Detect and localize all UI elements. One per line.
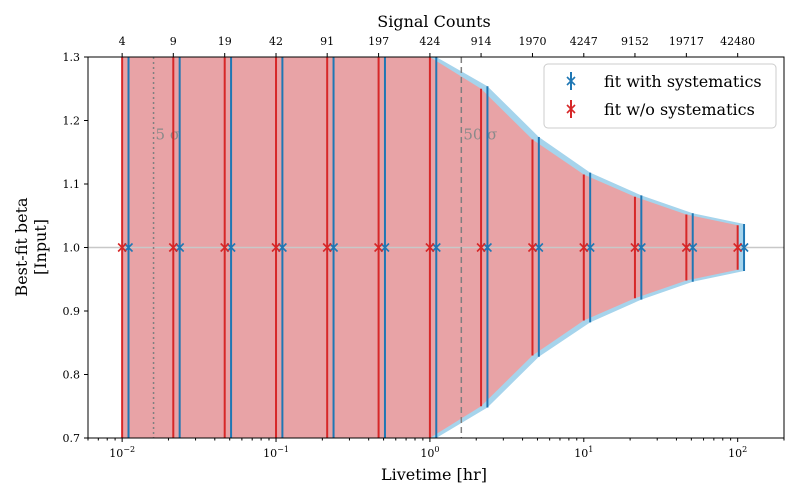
marker-s1-1 <box>168 242 178 253</box>
top-tick-label: 42480 <box>720 35 755 48</box>
marker-stroke <box>630 242 640 253</box>
marker-s1-6 <box>425 242 435 253</box>
marker-stroke <box>374 242 384 253</box>
marker-stroke <box>322 242 332 253</box>
marker-stroke <box>527 242 538 253</box>
x-tick-label: 10−2 <box>109 445 135 460</box>
top-tick-label: 9152 <box>621 35 649 48</box>
legend-frame <box>543 63 777 129</box>
marker-s1-2 <box>220 242 230 253</box>
legend-label: fit w/o systematics <box>604 100 755 119</box>
marker-s1-8 <box>527 242 538 253</box>
top-tick-label: 424 <box>419 35 440 48</box>
y-tick-label: 1.1 <box>63 178 81 191</box>
top-axis-ticks: 4 9 19 42 91 197 424 914 1970 4247 9152 19717 42480 <box>119 35 755 57</box>
chart-title: Signal Counts <box>377 12 491 31</box>
top-tick-label: 19717 <box>669 35 704 48</box>
marker-s1-7 <box>476 242 486 253</box>
top-tick-label: 914 <box>471 35 492 48</box>
top-tick-label: 4 <box>119 35 126 48</box>
marker-s1-0 <box>117 242 127 253</box>
marker-stroke <box>476 242 486 253</box>
y-axis-ticks: 0.7 0.8 0.9 1.0 1.1 1.2 1.3 <box>63 51 88 445</box>
y-tick-label: 0.7 <box>63 432 81 445</box>
x-tick-label: 102 <box>728 445 747 460</box>
marker-s1-11 <box>681 242 691 253</box>
y-axis-title: Best-fit beta <box>12 197 31 297</box>
y-tick-label: 1.3 <box>63 51 81 64</box>
marker-s1-3 <box>271 242 281 253</box>
legend-swatch-marker <box>566 104 576 114</box>
x-tick-label: 100 <box>420 445 439 460</box>
x-tick-label: 10−1 <box>263 445 289 460</box>
x-axis-ticks: 10−2 10−1 100 101 102 <box>87 438 785 460</box>
marker-s1-12 <box>733 242 743 253</box>
marker-stroke <box>579 242 589 253</box>
y-tick-label: 0.8 <box>63 369 81 382</box>
top-tick-label: 9 <box>170 35 177 48</box>
top-tick-label: 1970 <box>518 35 546 48</box>
top-tick-label: 4247 <box>570 35 598 48</box>
top-tick-label: 19 <box>218 35 232 48</box>
marker-stroke <box>220 242 230 253</box>
marker-stroke <box>425 242 435 253</box>
legend: fit with systematics fit w/o systematics <box>543 63 777 129</box>
top-tick-label: 91 <box>320 35 334 48</box>
top-tick-label: 42 <box>269 35 283 48</box>
legend-swatch-marker <box>566 76 576 86</box>
y-tick-label: 1.0 <box>63 242 81 255</box>
marker-s1-10 <box>630 242 640 253</box>
marker-stroke <box>117 242 127 253</box>
marker-stroke <box>681 242 691 253</box>
marker-s1-5 <box>374 242 384 253</box>
y-axis-title-unit: [Input] <box>31 219 50 275</box>
top-tick-label: 197 <box>368 35 389 48</box>
x-axis-title: Livetime [hr] <box>381 465 487 484</box>
marker-stroke <box>168 242 178 253</box>
marker-s1-9 <box>579 242 589 253</box>
y-tick-label: 1.2 <box>63 115 81 128</box>
significance-label-0: 5 σ <box>156 126 181 144</box>
legend-label: fit with systematics <box>604 72 762 91</box>
marker-s1-4 <box>322 242 332 253</box>
marker-stroke <box>271 242 281 253</box>
error-bars <box>117 57 749 438</box>
x-tick-label: 101 <box>574 445 593 460</box>
y-tick-label: 0.9 <box>63 305 81 318</box>
marker-stroke <box>733 242 743 253</box>
